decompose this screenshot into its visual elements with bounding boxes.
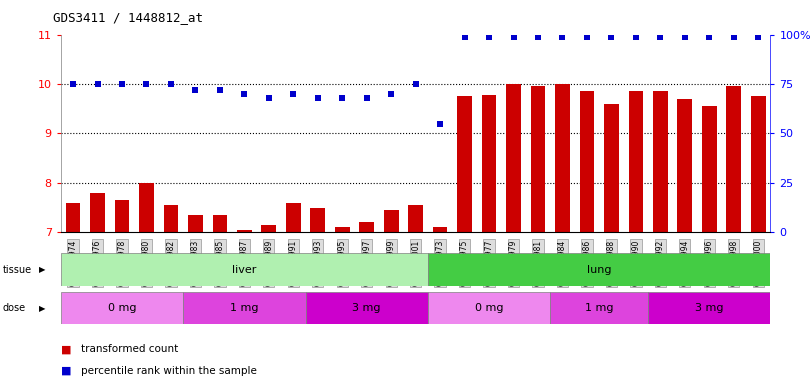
Bar bbox=[482, 95, 496, 232]
Bar bbox=[428, 253, 770, 286]
Text: 0 mg: 0 mg bbox=[474, 303, 504, 313]
Text: ■: ■ bbox=[61, 344, 71, 354]
Bar bbox=[457, 96, 472, 232]
Bar bbox=[384, 210, 398, 232]
Bar bbox=[114, 200, 129, 232]
Text: liver: liver bbox=[232, 265, 256, 275]
Text: tissue: tissue bbox=[2, 265, 32, 275]
Text: 1 mg: 1 mg bbox=[230, 303, 259, 313]
Bar bbox=[727, 86, 741, 232]
Bar bbox=[408, 205, 423, 232]
Bar bbox=[311, 208, 325, 232]
Bar bbox=[335, 227, 350, 232]
Bar bbox=[653, 91, 667, 232]
Bar bbox=[648, 292, 770, 324]
Bar bbox=[261, 225, 277, 232]
Bar bbox=[629, 91, 643, 232]
Bar bbox=[61, 292, 183, 324]
Bar bbox=[433, 227, 448, 232]
Bar bbox=[90, 193, 105, 232]
Bar bbox=[359, 222, 374, 232]
Bar bbox=[530, 86, 545, 232]
Bar bbox=[677, 99, 692, 232]
Bar bbox=[604, 104, 619, 232]
Bar bbox=[306, 292, 428, 324]
Text: 1 mg: 1 mg bbox=[585, 303, 613, 313]
Bar bbox=[66, 203, 80, 232]
Text: 3 mg: 3 mg bbox=[353, 303, 381, 313]
Bar bbox=[751, 96, 766, 232]
Bar bbox=[61, 253, 428, 286]
Bar bbox=[183, 292, 306, 324]
Bar bbox=[286, 203, 301, 232]
Text: percentile rank within the sample: percentile rank within the sample bbox=[81, 366, 257, 376]
Bar bbox=[428, 292, 550, 324]
Bar bbox=[555, 84, 570, 232]
Text: GDS3411 / 1448812_at: GDS3411 / 1448812_at bbox=[53, 12, 203, 25]
Text: lung: lung bbox=[587, 265, 611, 275]
Bar bbox=[237, 230, 251, 232]
Bar bbox=[580, 91, 594, 232]
Text: ▶: ▶ bbox=[39, 265, 45, 274]
Bar bbox=[550, 292, 648, 324]
Bar bbox=[702, 106, 717, 232]
Text: 0 mg: 0 mg bbox=[108, 303, 136, 313]
Bar bbox=[164, 205, 178, 232]
Text: ■: ■ bbox=[61, 366, 71, 376]
Bar bbox=[212, 215, 227, 232]
Bar bbox=[506, 84, 521, 232]
Text: 3 mg: 3 mg bbox=[695, 303, 723, 313]
Bar bbox=[139, 183, 154, 232]
Text: ▶: ▶ bbox=[39, 304, 45, 313]
Text: transformed count: transformed count bbox=[81, 344, 178, 354]
Text: dose: dose bbox=[2, 303, 26, 313]
Bar bbox=[188, 215, 203, 232]
